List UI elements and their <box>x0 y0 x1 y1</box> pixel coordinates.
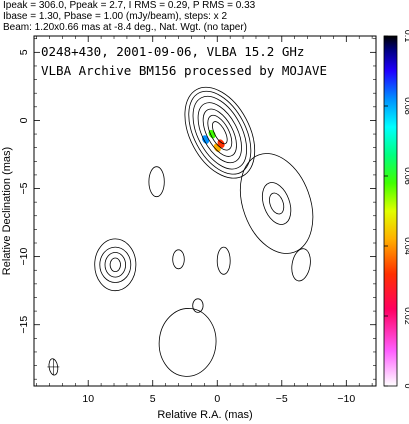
plot-area <box>47 86 314 377</box>
contour-blob-a <box>148 166 165 198</box>
annotation-line-2: VLBA Archive BM156 processed by MOJAVE <box>41 63 327 78</box>
colorbar-ticks: 0 0.02 0.04 0.06 0.08 0.1 <box>384 30 409 389</box>
header-line-3: Beam: 1.20x0.66 mas at -8.4 deg., Nat. W… <box>3 22 247 33</box>
y-tick-label: 5 <box>18 49 30 55</box>
x-tick-label: −10 <box>337 393 355 405</box>
contour-level-3 <box>197 102 242 164</box>
colorbar-tick-label: 0 <box>403 383 409 388</box>
y-tick-label: −10 <box>18 248 30 266</box>
header-line-1: Ipeak = 306.0, Ppeak = 2.7, I RMS = 0.29… <box>3 0 256 11</box>
colorbar-tick-label: 0.08 <box>403 97 409 115</box>
y-axis-label: Relative Declination (mas) <box>1 147 13 275</box>
header-line-2: Ibase = 1.30, Pbase = 1.00 (mJy/beam), s… <box>3 11 227 22</box>
contour-level-0 <box>158 308 217 377</box>
contour-level-0 <box>109 257 121 273</box>
contour-level-0 <box>148 166 165 198</box>
contour-level-6 <box>184 86 256 179</box>
contour-level-1 <box>207 114 233 151</box>
contour-level-0 <box>291 248 311 282</box>
plot-frame <box>33 35 377 387</box>
contour-level-1 <box>261 182 292 225</box>
colorbar-tick-label: 0.02 <box>403 307 409 325</box>
contour-level-0 <box>192 298 204 313</box>
contour-level-4 <box>192 95 247 170</box>
x-tick-label: 5 <box>150 393 156 405</box>
polarization-spot-4 <box>221 112 229 121</box>
contour-core <box>184 86 256 179</box>
y-tick-label: 0 <box>18 117 30 123</box>
contour-level-0 <box>216 246 231 275</box>
annotation-line-1: 0248+430, 2001-09-06, VLBA 15.2 GHz <box>41 44 304 59</box>
colorbar-tick-label: 0.06 <box>403 167 409 185</box>
y-tick-label: −5 <box>18 182 30 194</box>
contour-level-0 <box>172 249 185 270</box>
contour-knot-se <box>239 153 314 254</box>
contour-level-5 <box>188 90 252 175</box>
x-axis-label: Relative R.A. (mas) <box>157 409 252 421</box>
contour-blob-e <box>291 248 311 282</box>
colorbar-tick-label: 0.04 <box>403 237 409 255</box>
beam-ellipse <box>48 358 59 376</box>
contour-knot-sw <box>94 238 137 292</box>
contour-level-3 <box>94 238 137 292</box>
y-tick-label: −15 <box>18 316 30 334</box>
contour-blob-f <box>192 298 204 313</box>
colorbar <box>383 35 398 387</box>
contour-level-2 <box>239 153 314 254</box>
x-tick-label: 10 <box>82 393 94 405</box>
contour-level-0 <box>212 121 228 145</box>
x-tick-label: −5 <box>276 393 288 405</box>
colorbar-tick-label: 0.1 <box>403 30 409 43</box>
axis-ticks: 10 5 0 −5 −10 5 0 −5 −10 −15 <box>18 36 376 405</box>
contour-blob-b <box>158 308 217 377</box>
contour-level-1 <box>104 252 127 278</box>
contour-level-0 <box>269 192 285 215</box>
contour-level-2 <box>99 246 132 283</box>
contour-level-2 <box>202 108 237 157</box>
contour-blob-d <box>172 249 185 270</box>
x-tick-label: 0 <box>214 393 220 405</box>
contour-blob-c <box>216 246 231 275</box>
